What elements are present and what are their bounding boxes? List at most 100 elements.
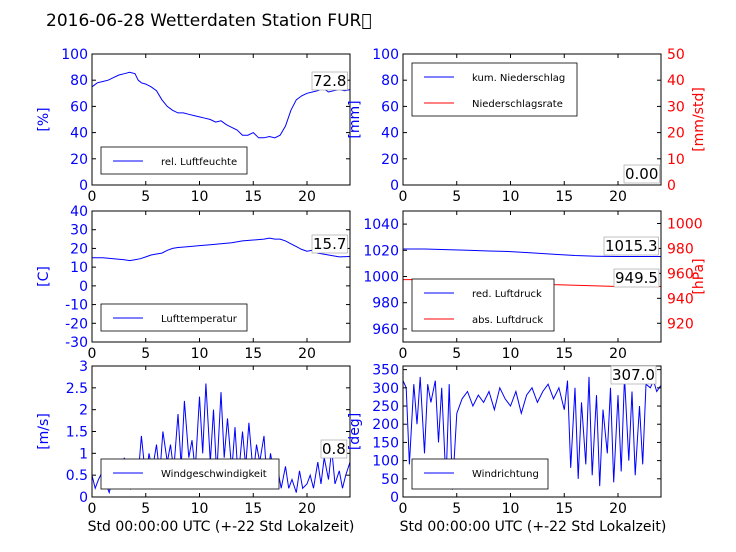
plot-frame xyxy=(402,53,662,186)
current-value-box xyxy=(623,164,660,184)
y2-tick-label: 960 xyxy=(667,266,694,282)
series-line-1 xyxy=(403,376,661,490)
x-tick-label: 5 xyxy=(452,189,461,205)
y-axis-label: [%] xyxy=(36,107,52,131)
x-tick-label: 0 xyxy=(399,346,408,362)
x-tick-label: 10 xyxy=(191,501,209,517)
panel-windspeed: 0 5 10 15 20 0 0.5 1 1.5 2 2.5 3 [m/s] Windgeschwindi… xyxy=(36,359,351,517)
y-tick-label: 350 xyxy=(372,363,399,379)
y-tick-label: 60 xyxy=(381,99,399,115)
y-tick-label: 100 xyxy=(61,47,88,63)
y-tick-label: -10 xyxy=(65,298,88,314)
x-tick-label: 5 xyxy=(452,346,461,362)
current-value-label: 72.8 xyxy=(313,72,346,90)
y-tick-label: -30 xyxy=(65,335,88,351)
x-tick-label: 10 xyxy=(191,189,209,205)
legend-entry: Lufttemperatur xyxy=(161,314,238,325)
x-tick-label: 20 xyxy=(298,346,316,362)
x-tick-label: 15 xyxy=(244,189,262,205)
y-tick-label: 100 xyxy=(372,454,399,470)
current-value-label: 0.00 xyxy=(625,165,658,183)
plot-frame xyxy=(91,53,351,186)
y-tick-label: 0.5 xyxy=(66,468,88,484)
series-line-1 xyxy=(403,248,661,257)
y-tick-label: 3 xyxy=(79,359,88,375)
current-value-label: 307.0 xyxy=(612,366,655,384)
y-tick-label: 40 xyxy=(70,204,88,220)
panel-winddirection: 0 5 10 15 20050100150200250300350[deg]Windri… xyxy=(347,363,662,517)
y-tick-label: 20 xyxy=(70,152,88,168)
y-tick-label: 0 xyxy=(390,178,399,194)
plot-frame xyxy=(402,365,662,498)
y-tick-label: 300 xyxy=(372,381,399,397)
x-tick-label: 20 xyxy=(609,501,627,517)
y-axis-label: [C] xyxy=(36,266,52,287)
legend-box xyxy=(100,458,280,490)
y-tick-label: 50 xyxy=(381,472,399,488)
y-tick-label: 100 xyxy=(372,47,399,63)
current-value-box xyxy=(610,365,657,385)
y-tick-label: 80 xyxy=(381,73,399,89)
legend-box xyxy=(411,62,578,117)
x-tick-label: 10 xyxy=(191,346,209,362)
y-tick-label: 1000 xyxy=(363,270,399,286)
x-tick-label: 15 xyxy=(555,346,573,362)
panel-precipitation: 0 5 10 15 20 0 20 40 60 80 100 [mm] 0 10 20 30 40 50 [mm/s… xyxy=(347,47,707,205)
y2-axis-label: [hPa] xyxy=(691,258,707,294)
x-axis-label-left: Std 00:00:00 UTC (+-22 Std Lokalzeit) xyxy=(88,519,355,535)
x-tick-label: 15 xyxy=(555,501,573,517)
y-tick-label: 0 xyxy=(79,490,88,506)
current-value-label: 1015.3 xyxy=(605,237,658,255)
x-tick-label: 15 xyxy=(555,189,573,205)
y2-tick-label: 920 xyxy=(667,316,694,332)
y2-tick-label: 1000 xyxy=(667,216,703,232)
y-tick-label: 960 xyxy=(372,322,399,338)
legend-box xyxy=(411,458,549,490)
legend-entry: Niederschlagsrate xyxy=(472,99,563,110)
y2-tick-label: 980 xyxy=(667,241,694,257)
x-axis-label-right: Std 00:00:00 UTC (+-22 Std Lokalzeit) xyxy=(400,519,667,535)
y-tick-label: 40 xyxy=(70,126,88,142)
x-tick-label: 10 xyxy=(502,501,520,517)
figure-title: 2016-06-28 Wetterdaten Station FUR  xyxy=(46,11,372,31)
current-value-box xyxy=(603,236,659,256)
y2-tick-label: 20 xyxy=(667,126,685,142)
y-tick-label: 1.5 xyxy=(66,425,88,441)
current-value-box xyxy=(320,439,348,459)
legend-entry: Windgeschwindigkeit xyxy=(161,469,267,480)
y-axis-label: [mm] xyxy=(347,100,363,138)
x-tick-label: 0 xyxy=(88,501,97,517)
y-tick-label: 20 xyxy=(70,241,88,257)
y-tick-label: 2 xyxy=(79,403,88,419)
legend-box xyxy=(411,278,555,332)
x-tick-label: 15 xyxy=(244,346,262,362)
y-tick-label: 2.5 xyxy=(66,381,88,397)
x-tick-label: 20 xyxy=(609,346,627,362)
y-tick-label: 60 xyxy=(70,99,88,115)
x-tick-label: 5 xyxy=(141,346,150,362)
x-tick-label: 5 xyxy=(141,501,150,517)
x-tick-label: 0 xyxy=(88,189,97,205)
legend-entry: kum. Niederschlag xyxy=(472,73,565,84)
y-tick-label: 250 xyxy=(372,399,399,415)
x-tick-label: 0 xyxy=(399,189,408,205)
legend-entry: rel. Luftfeuchte xyxy=(161,157,237,168)
x-tick-label: 10 xyxy=(502,189,520,205)
y-axis-label: [deg] xyxy=(347,413,363,450)
x-tick-label: 10 xyxy=(502,346,520,362)
y2-tick-label: 0 xyxy=(667,178,676,194)
x-tick-label: 0 xyxy=(399,501,408,517)
y-tick-label: 80 xyxy=(70,73,88,89)
y2-tick-label: 10 xyxy=(667,152,685,168)
y-tick-label: 200 xyxy=(372,417,399,433)
current-value-label: 15.7 xyxy=(313,235,346,253)
current-value-box-2 xyxy=(613,268,660,288)
y-tick-label: 10 xyxy=(70,260,88,276)
y2-tick-label: 30 xyxy=(667,99,685,115)
y-tick-label: 1 xyxy=(79,446,88,462)
x-tick-label: 20 xyxy=(298,189,316,205)
y-tick-label: -20 xyxy=(65,316,88,332)
panel-pressure: 0 5 10 15 20 960 980 1000 1020 1040 920 940 960 980 10… xyxy=(363,210,707,362)
panel-temperature: 0 5 10 15 20 -30 -20 -10 0 10 20 30 40 [C] Lufttempera… xyxy=(36,204,351,362)
